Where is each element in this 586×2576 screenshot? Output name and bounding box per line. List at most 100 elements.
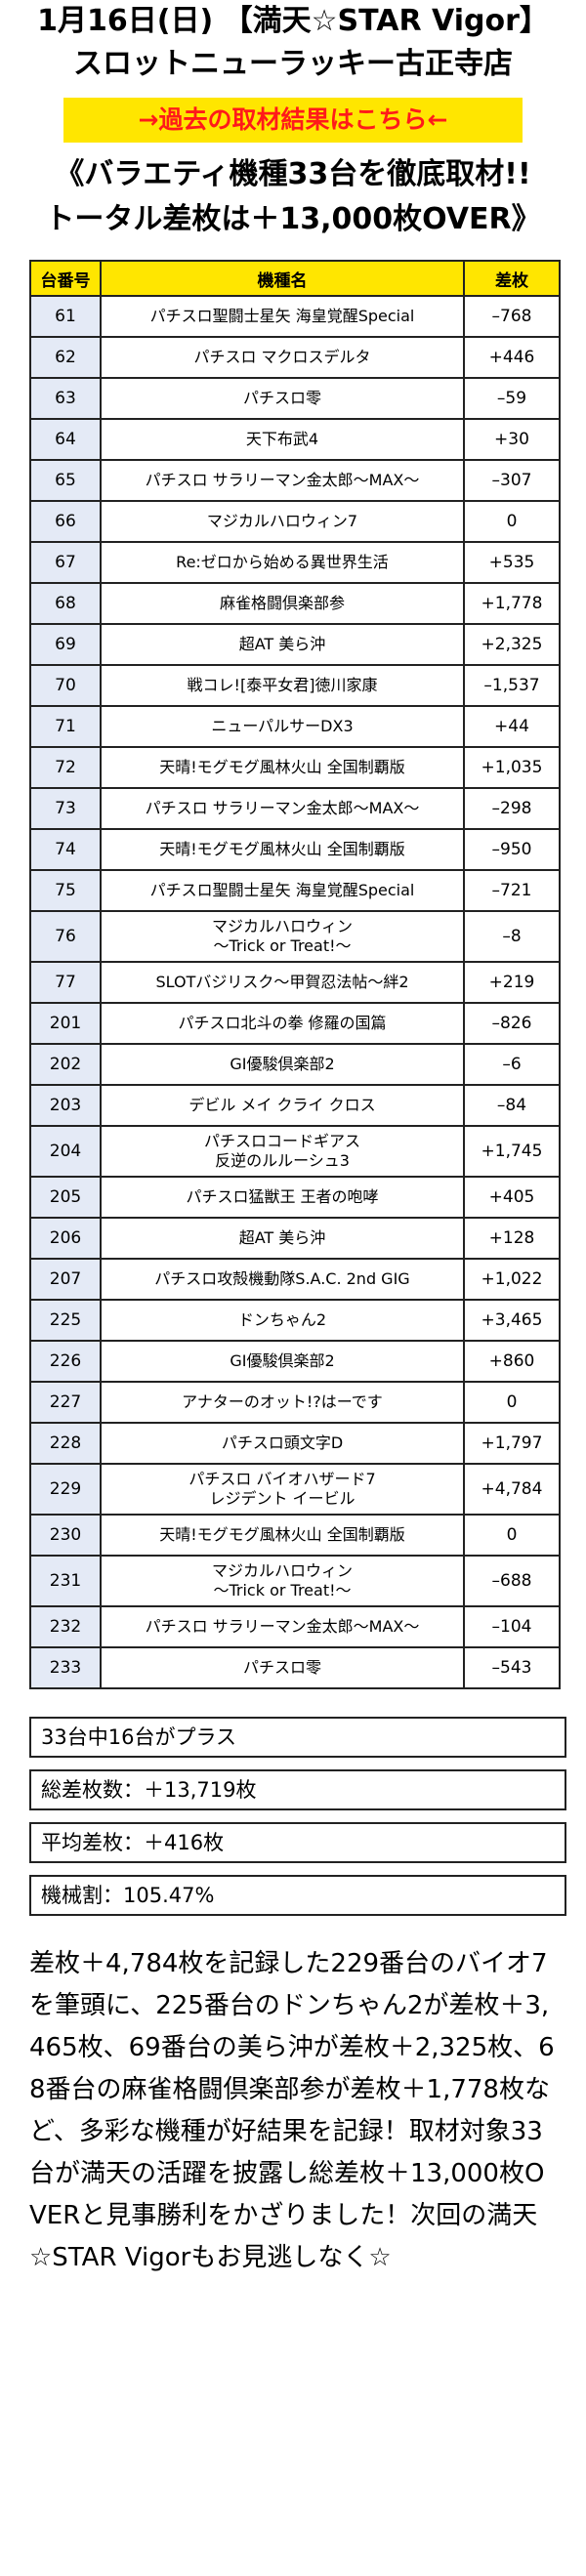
diff-value: +1,778	[463, 582, 561, 625]
machine-name: Re:ゼロから始める異世界生活	[100, 541, 465, 584]
machine-name-line-2: 反逆のルルーシュ3	[215, 1151, 350, 1170]
diff-value: –84	[463, 1084, 561, 1127]
diff-value: –298	[463, 787, 561, 830]
machine-number: 227	[29, 1381, 102, 1424]
table-row: 70 戦コレ![泰平女君]徳川家康 –1,537	[29, 664, 561, 707]
machine-number: 67	[29, 541, 102, 584]
machine-number: 65	[29, 459, 102, 502]
machine-number: 228	[29, 1422, 102, 1465]
machine-name-line-1: パチスロコードギアス	[203, 1132, 360, 1150]
table-row: 201 パチスロ北斗の拳 修羅の国篇 –826	[29, 1002, 561, 1045]
machine-number: 233	[29, 1646, 102, 1689]
header-machine-name: 機種名	[100, 260, 465, 297]
machine-name: パチスロ頭文字D	[100, 1422, 465, 1465]
header-machine-number: 台番号	[29, 260, 102, 297]
diff-value: –768	[463, 295, 561, 338]
table-row: 206 超AT 美ら沖 +128	[29, 1217, 561, 1260]
diff-value: +4,784	[463, 1463, 561, 1516]
diff-value: +3,465	[463, 1299, 561, 1342]
machine-number: 203	[29, 1084, 102, 1127]
machine-name: マジカルハロウィン 〜Trick or Treat!〜	[100, 910, 465, 963]
table-row: 205 パチスロ猛獣王 王者の咆哮 +405	[29, 1176, 561, 1219]
machine-name: パチスロ零	[100, 377, 465, 420]
diff-value: 0	[463, 500, 561, 543]
machine-name-line-2: 〜Trick or Treat!〜	[213, 936, 352, 955]
store-name: スロットニューラッキー古正寺店	[73, 47, 513, 81]
table-row: 230 天晴!モグモグ風林火山 全国制覇版 0	[29, 1514, 561, 1557]
machine-name: パチスロ サラリーマン金太郎〜MAX〜	[100, 1605, 465, 1648]
summary-plus-count: 33台中16台がプラス	[29, 1717, 566, 1758]
machine-name: ニューパルサーDX3	[100, 705, 465, 748]
table-row: 203 デビル メイ クライ クロス –84	[29, 1084, 561, 1127]
machine-name: アナターのオット!?はーです	[100, 1381, 465, 1424]
machine-name: ドンちゃん2	[100, 1299, 465, 1342]
diff-value: +44	[463, 705, 561, 748]
table-row: 67 Re:ゼロから始める異世界生活 +535	[29, 541, 561, 584]
table-row: 73 パチスロ サラリーマン金太郎〜MAX〜 –298	[29, 787, 561, 830]
diff-value: +860	[463, 1340, 561, 1383]
machine-number: 66	[29, 500, 102, 543]
machine-name: 天晴!モグモグ風林火山 全国制覇版	[100, 828, 465, 871]
machine-name-line-1: パチスロ バイオハザード7	[188, 1470, 376, 1488]
machine-name: パチスロ零	[100, 1646, 465, 1689]
table-row: 69 超AT 美ら沖 +2,325	[29, 623, 561, 666]
machine-number: 63	[29, 377, 102, 420]
diff-value: –104	[463, 1605, 561, 1648]
machine-name: 天晴!モグモグ風林火山 全国制覇版	[100, 746, 465, 789]
table-row: 228 パチスロ頭文字D +1,797	[29, 1422, 561, 1465]
machine-name: マジカルハロウィン7	[100, 500, 465, 543]
machine-number: 205	[29, 1176, 102, 1219]
machine-number: 61	[29, 295, 102, 338]
machine-number: 73	[29, 787, 102, 830]
machine-number: 207	[29, 1258, 102, 1301]
diff-value: +1,022	[463, 1258, 561, 1301]
machine-number: 64	[29, 418, 102, 461]
machine-number: 72	[29, 746, 102, 789]
diff-value: –307	[463, 459, 561, 502]
table-row: 227 アナターのオット!?はーです 0	[29, 1381, 561, 1424]
headline-line-2: トータル差枚は＋13,000枚OVER》	[45, 202, 541, 236]
summary-total-diff: 総差枚数：＋13,719枚	[29, 1769, 566, 1810]
machine-number: 75	[29, 869, 102, 912]
past-results-link[interactable]: →過去の取材結果はこちら←	[63, 98, 523, 143]
machine-name: SLOTバジリスク〜甲賀忍法帖〜絆2	[100, 961, 465, 1004]
machine-name: パチスロ攻殻機動隊S.A.C. 2nd GIG	[100, 1258, 465, 1301]
machine-number: 77	[29, 961, 102, 1004]
table-row: 231 マジカルハロウィン 〜Trick or Treat!〜 –688	[29, 1555, 561, 1607]
summary-payout-rate: 機械割：105.47%	[29, 1875, 566, 1916]
machine-name: パチスロ マクロスデルタ	[100, 336, 465, 379]
diff-value: +1,797	[463, 1422, 561, 1465]
diff-value: +1,745	[463, 1125, 561, 1178]
table-body: 61 パチスロ聖闘士星矢 海皇覚醒Special –768 62 パチスロ マクロスデル…	[29, 295, 561, 1689]
machine-number: 204	[29, 1125, 102, 1178]
diff-value: –8	[463, 910, 561, 963]
table-row: 232 パチスロ サラリーマン金太郎〜MAX〜 –104	[29, 1605, 561, 1648]
diff-value: +219	[463, 961, 561, 1004]
machine-number: 230	[29, 1514, 102, 1557]
table-row: 225 ドンちゃん2 +3,465	[29, 1299, 561, 1342]
diff-value: –826	[463, 1002, 561, 1045]
table-row: 207 パチスロ攻殻機動隊S.A.C. 2nd GIG +1,022	[29, 1258, 561, 1301]
diff-value: –950	[463, 828, 561, 871]
summary-average-diff: 平均差枚：＋416枚	[29, 1822, 566, 1863]
machine-name: パチスロ サラリーマン金太郎〜MAX〜	[100, 787, 465, 830]
machine-name-line-2: 〜Trick or Treat!〜	[213, 1581, 352, 1600]
machine-name: パチスロ聖闘士星矢 海皇覚醒Special	[100, 869, 465, 912]
headline-line-1: 《バラエティ機種33台を徹底取材!!	[55, 157, 531, 191]
diff-value: +446	[463, 336, 561, 379]
machine-number: 74	[29, 828, 102, 871]
diff-value: +535	[463, 541, 561, 584]
diff-value: –721	[463, 869, 561, 912]
machine-number: 68	[29, 582, 102, 625]
machine-name: パチスロコードギアス 反逆のルルーシュ3	[100, 1125, 465, 1178]
diff-value: –59	[463, 377, 561, 420]
results-table: 台番号 機種名 差枚 61 パチスロ聖闘士星矢 海皇覚醒Special –768 62…	[29, 260, 561, 1689]
machine-number: 69	[29, 623, 102, 666]
machine-number: 229	[29, 1463, 102, 1516]
table-row: 71 ニューパルサーDX3 +44	[29, 705, 561, 748]
machine-number: 201	[29, 1002, 102, 1045]
table-row: 72 天晴!モグモグ風林火山 全国制覇版 +1,035	[29, 746, 561, 789]
diff-value: +1,035	[463, 746, 561, 789]
diff-value: +2,325	[463, 623, 561, 666]
